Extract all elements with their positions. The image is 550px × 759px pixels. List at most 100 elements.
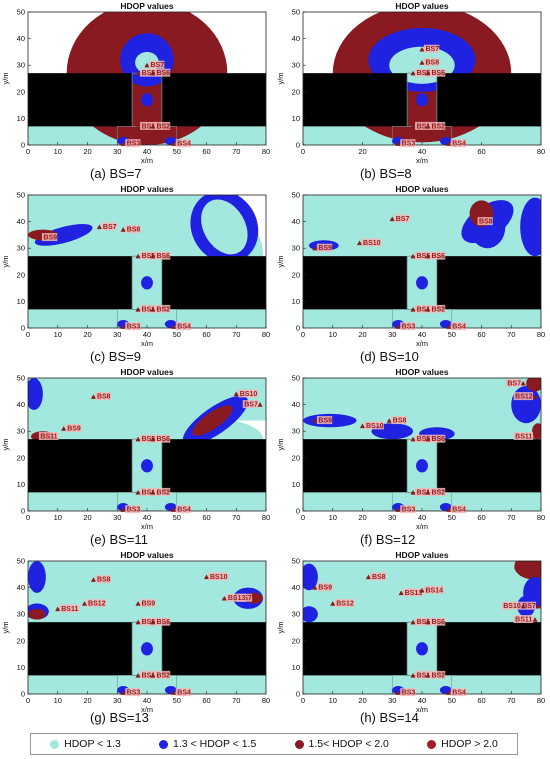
y-tick-label: 10: [17, 480, 25, 489]
station-marker-bs9: [135, 601, 141, 606]
station-label-bg: [41, 233, 58, 242]
station-label-bs10: BS10: [366, 423, 384, 430]
hdop-field: [303, 561, 541, 694]
chart-panel-a: 0 10 20 30 40 50 60 70 80 0 10 20 30 40 50 HDOP values x…: [0, 0, 275, 170]
station-marker-bs10: [520, 603, 526, 609]
region-hdop-1.5-2.0: [192, 405, 233, 436]
station-label-bs3: BS3: [402, 324, 416, 331]
panel-caption: (f) BS=12: [360, 532, 416, 547]
station-label-bs4: BS4: [177, 690, 191, 697]
station-label-bg: [154, 487, 171, 496]
station-label-bs9: BS9: [142, 601, 156, 608]
chart-svg: 0 10 20 30 40 50 60 70 80 0 10 20 30 40 50 HDOP values x…: [1, 1, 270, 165]
station-label-bg: [450, 505, 467, 514]
station-marker-bs5: [410, 619, 416, 625]
station-label-bs10: BS10: [503, 603, 521, 610]
station-label-bg: [513, 392, 534, 401]
station-label-bg: [400, 688, 416, 697]
x-tick-label: 10: [329, 330, 337, 339]
x-tick-label: 0: [301, 330, 305, 339]
station-label-bg: [429, 487, 446, 496]
station-label-bs4: BS4: [452, 690, 466, 697]
station-label-bg: [520, 601, 537, 610]
station-label-bg: [424, 58, 440, 67]
x-tick-label: 60: [477, 696, 485, 705]
y-tick-label: 10: [292, 480, 300, 489]
x-axis-label: x/m: [141, 705, 153, 714]
y-tick-label: 30: [17, 244, 25, 253]
station-label-bg: [86, 599, 106, 608]
station-label-bs5: BS5: [142, 619, 156, 626]
x-tick-label: 10: [54, 696, 62, 705]
station-label-bg: [208, 572, 228, 581]
y-tick-label: 20: [17, 270, 25, 279]
station-label-bg: [175, 688, 192, 697]
station-marker-bs9: [37, 235, 43, 240]
station-label-bg: [140, 121, 156, 130]
region-hdop-1.3-1.5: [141, 276, 153, 290]
x-tick-label: 70: [507, 696, 515, 705]
station-label-bg: [154, 251, 171, 260]
station-label-bg: [361, 238, 381, 247]
station-label-bg: [513, 615, 534, 624]
station-label-bs8: BS8: [97, 577, 111, 584]
station-label-bs8: BS8: [372, 574, 386, 581]
station-label-bs9: BS9: [318, 585, 332, 592]
station-label-bs1: BS1: [142, 672, 156, 679]
station-label-bs5: BS5: [142, 436, 156, 443]
x-axis-label: x/m: [141, 156, 153, 165]
station-marker-bs1: [410, 123, 416, 129]
y-tick-label: 40: [292, 583, 300, 592]
building-left: [303, 73, 408, 127]
x-tick-label: 40: [418, 513, 426, 522]
x-tick-label: 20: [358, 513, 366, 522]
legend-item: 1.5< HDOP < 2.0: [294, 738, 389, 750]
x-tick-label: 50: [173, 147, 181, 156]
x-tick-label: 60: [202, 330, 210, 339]
station-label-bg: [450, 139, 467, 148]
x-tick-label: 20: [83, 513, 91, 522]
legend-label: HDOP < 1.3: [64, 738, 121, 750]
x-tick-label: 80: [537, 513, 545, 522]
station-marker-bs2: [150, 123, 156, 129]
chart-svg: 0 10 20 30 40 50 60 70 80 0 10 20 30 40 50 HDOP values x…: [276, 550, 545, 714]
chart-svg: 0 10 20 30 40 50 60 70 80 0 10 20 30 40 50 HDOP values x…: [276, 184, 545, 348]
station-marker-bs1: [410, 306, 416, 312]
station-label-bs3: BS3: [402, 690, 416, 697]
x-tick-label: 60: [477, 330, 485, 339]
station-label-bs6: BS6: [156, 70, 170, 77]
building-right: [436, 622, 541, 676]
station-label-bs11: BS11: [61, 606, 78, 613]
y-tick-label: 0: [296, 507, 300, 516]
station-marker-bs4: [446, 141, 452, 146]
legend-swatch: [159, 739, 169, 749]
x-tick-label: 10: [329, 696, 337, 705]
station-marker-bs3: [120, 324, 126, 329]
x-tick-label: 30: [388, 330, 396, 339]
station-label-bg: [429, 68, 446, 77]
building-right: [436, 256, 541, 310]
station-label-bg: [334, 599, 355, 608]
station-label-bg: [125, 225, 141, 234]
station-label-bg: [140, 617, 156, 626]
region-hdop-1.5-2.0: [532, 423, 541, 440]
station-marker-bs4: [171, 141, 177, 146]
y-axis-label: y/m: [1, 72, 10, 84]
station-marker-bs4: [446, 690, 452, 695]
x-tick-label: 80: [537, 330, 545, 339]
station-marker-bs3: [395, 324, 401, 329]
x-tick-label: 10: [54, 330, 62, 339]
station-label-bg: [242, 400, 259, 409]
station-marker-bs7: [144, 62, 150, 68]
x-tick-label: 10: [329, 513, 337, 522]
x-tick-label: 0: [26, 513, 30, 522]
station-marker-bs2: [425, 489, 431, 495]
building-left: [28, 73, 133, 127]
station-marker-bs7: [520, 380, 526, 386]
station-marker-bs11: [532, 434, 538, 439]
station-label-bg: [450, 322, 467, 331]
y-tick-label: 20: [17, 87, 25, 96]
station-label-bg: [38, 432, 59, 441]
station-label-bs5: BS5: [417, 253, 431, 260]
station-marker-bs6: [150, 253, 156, 259]
